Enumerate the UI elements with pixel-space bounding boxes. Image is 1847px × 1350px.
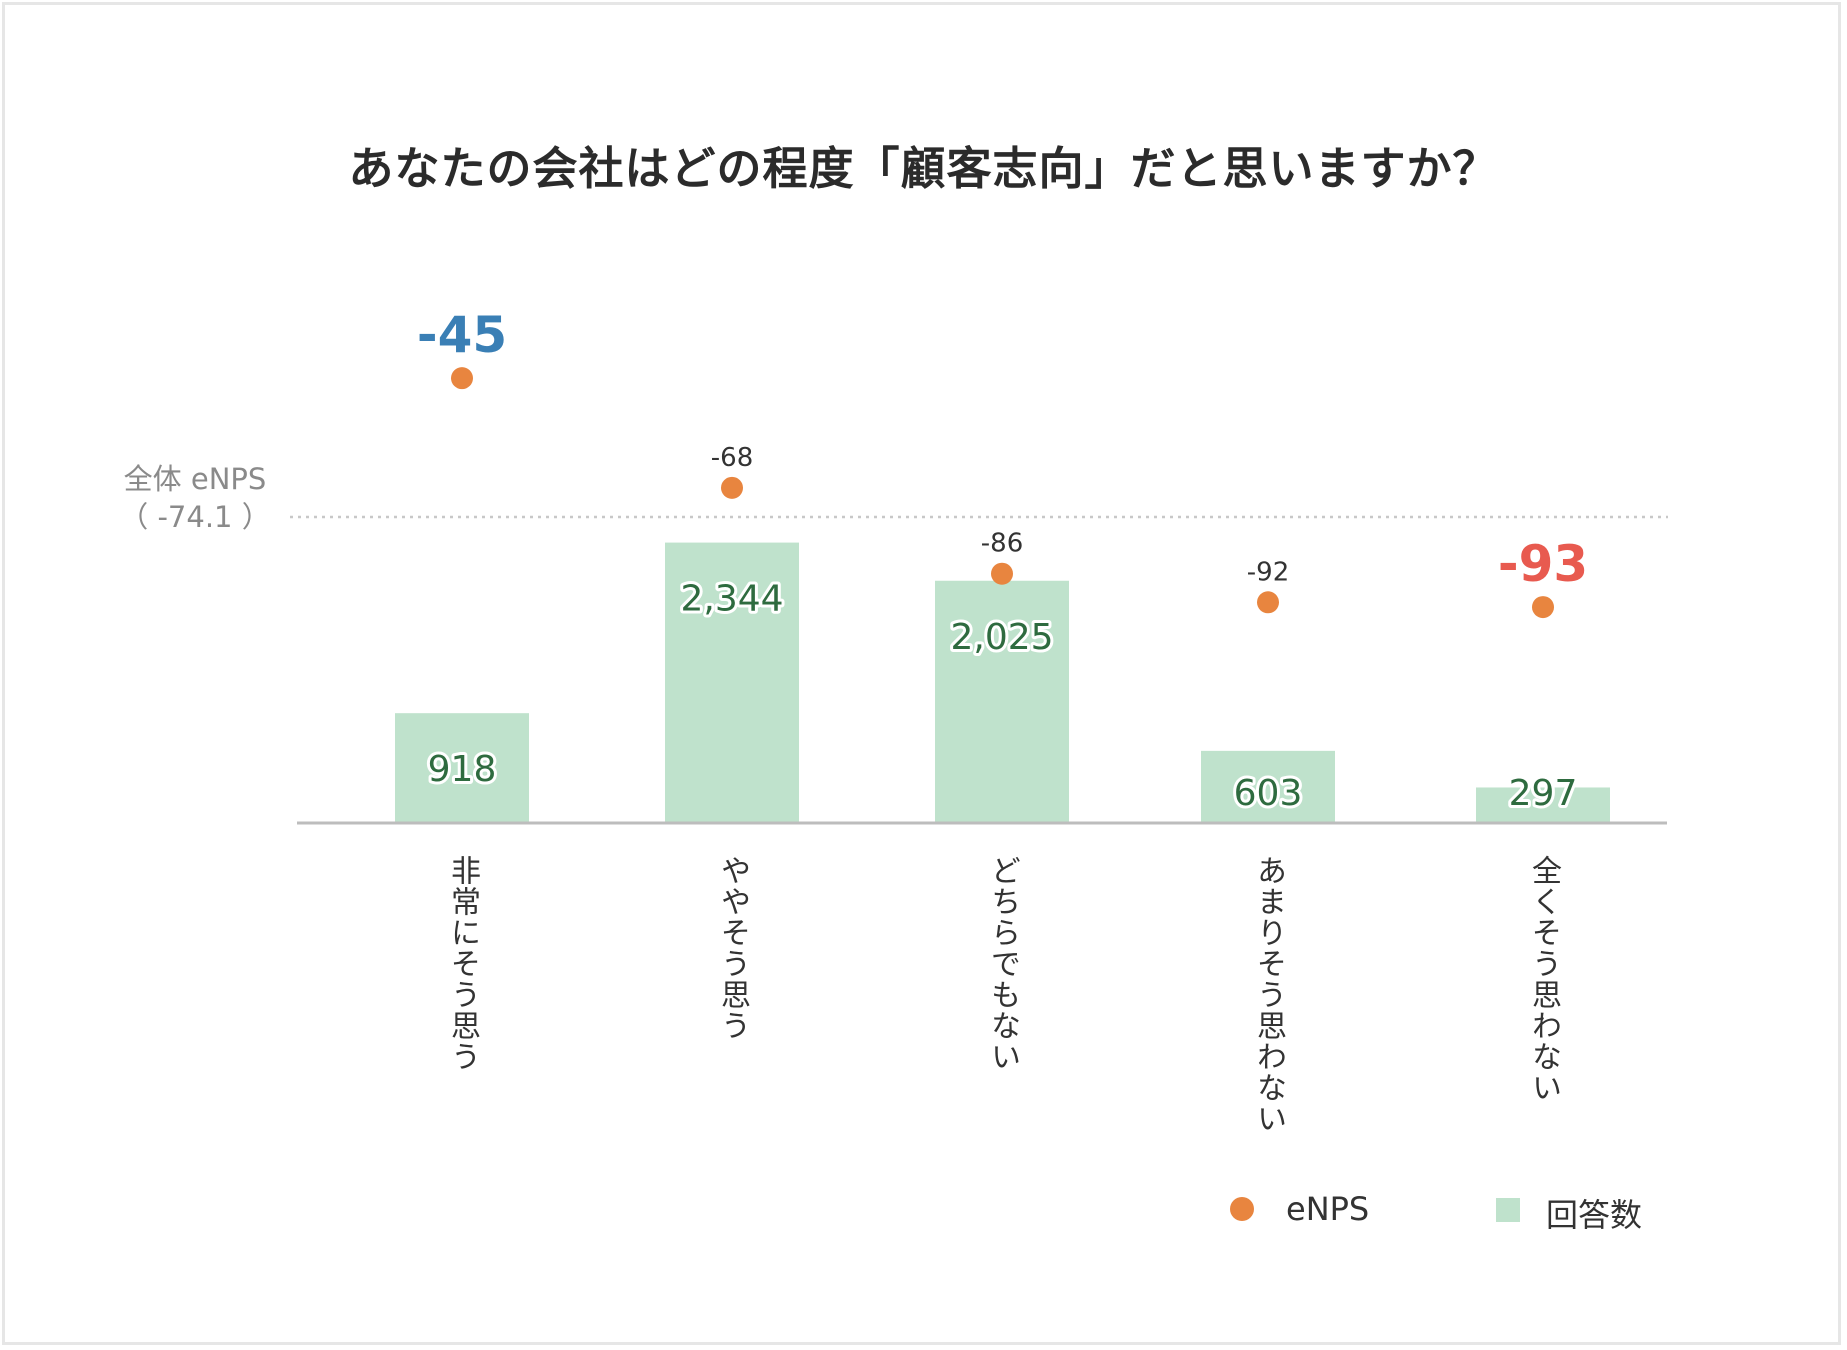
enps-value-label: -93 (1498, 535, 1588, 593)
chart-title: あなたの会社はどの程度「顧客志向」だと思いますか？ (348, 142, 1499, 195)
enps-value-label: -92 (1247, 557, 1289, 587)
category-label: 全くそう思わない (1526, 855, 1561, 1103)
bar-value-label: 603 (1234, 773, 1303, 814)
category-label: あまりそう思わない (1251, 855, 1286, 1134)
bar-value-label: 2,344 (680, 579, 783, 620)
enps-point (721, 476, 743, 499)
reference-line-label: 全体 eNPS (123, 462, 267, 496)
enps-point (451, 367, 473, 390)
bar (935, 580, 1069, 823)
enps-point (1532, 596, 1554, 619)
enps-value-label: -86 (981, 529, 1023, 559)
legend-enps-marker (1230, 1197, 1254, 1221)
bar (1476, 787, 1610, 823)
enps-value-label: -45 (417, 306, 507, 364)
category-label: 非常にそう思う (445, 855, 480, 1072)
enps-value-label: -68 (711, 443, 753, 473)
bar-value-label: 297 (1509, 773, 1578, 814)
bar-value-label: 918 (428, 749, 497, 790)
category-label: ややそう思う (715, 855, 750, 1041)
bar (1201, 750, 1335, 823)
enps-point (1257, 591, 1279, 614)
legend-count-marker (1496, 1198, 1520, 1222)
legend-count-label: 回答数 (1546, 1196, 1643, 1234)
bar (395, 713, 529, 823)
enps-point (991, 562, 1013, 585)
reference-line-value: （ -74.1 ） (119, 500, 271, 534)
category-label: どちらでもない (985, 855, 1020, 1072)
bar (665, 542, 799, 823)
bar-value-label: 2,025 (950, 617, 1053, 658)
legend-enps-label: eNPS (1286, 1190, 1370, 1228)
